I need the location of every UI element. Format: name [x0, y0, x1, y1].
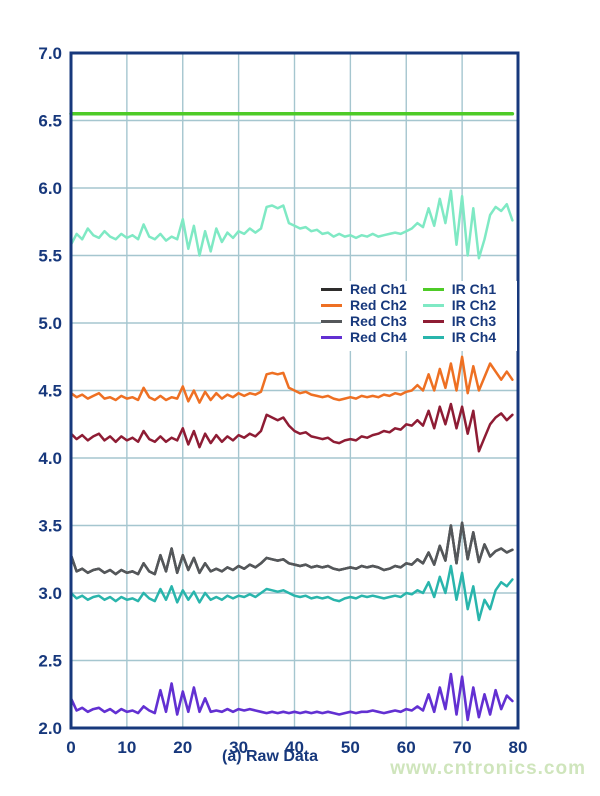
- series-red-ch2: [69, 355, 514, 404]
- y-tick-label: 2.5: [38, 652, 62, 671]
- x-tick-label: 30: [229, 738, 248, 757]
- legend-label: IR Ch3: [451, 313, 497, 329]
- y-tick-label: 5.0: [38, 314, 62, 333]
- chart-legend: Red Ch1 Red Ch2 Red Ch3 Red Ch4 IR Ch1 IR Ch2…: [321, 281, 517, 351]
- y-tick-label: 2.0: [38, 719, 62, 738]
- x-tick-label: 10: [117, 738, 136, 757]
- legend-item-red-ch1: Red Ch1: [321, 281, 407, 297]
- series-ir-ch2: [69, 189, 514, 260]
- y-tick-label: 6.0: [38, 179, 62, 198]
- legend-swatch: [422, 287, 444, 291]
- legend-item-red-ch4: Red Ch4: [321, 329, 407, 345]
- x-tick-label: 20: [173, 738, 192, 757]
- legend-label: IR Ch1: [451, 281, 497, 297]
- legend-label: Red Ch2: [350, 297, 407, 313]
- y-tick-label: 6.5: [38, 112, 62, 131]
- plot-border: [69, 51, 520, 730]
- x-tick-label: 70: [453, 738, 472, 757]
- series-red-ch4: [69, 672, 514, 722]
- legend-item-ir-ch2: IR Ch2: [422, 297, 497, 313]
- legend-label: Red Ch1: [350, 281, 407, 297]
- legend-label: IR Ch4: [451, 329, 497, 345]
- y-tick-label: 7.0: [38, 44, 62, 63]
- legend-item-red-ch3: Red Ch3: [321, 313, 407, 329]
- watermark-text: www.cntronics.com: [390, 758, 586, 779]
- y-tick-label: 5.5: [38, 247, 62, 266]
- legend-swatch: [321, 287, 342, 291]
- y-tick-label: 3.0: [38, 584, 62, 603]
- legend-item-red-ch2: Red Ch2: [321, 297, 407, 313]
- legend-swatch: [422, 335, 444, 339]
- legend-label: Red Ch4: [350, 329, 407, 345]
- x-tick-label: 50: [341, 738, 360, 757]
- legend-item-ir-ch3: IR Ch3: [422, 313, 497, 329]
- series-ir-ch3: [69, 402, 514, 453]
- legend-label: Red Ch3: [350, 313, 407, 329]
- x-tick-label: 80: [509, 738, 528, 757]
- legend-swatch: [321, 319, 342, 323]
- x-tick-label: 40: [285, 738, 304, 757]
- series-red-ch3: [69, 521, 514, 576]
- y-tick-label: 4.5: [38, 382, 62, 401]
- legend-column: IR Ch1 IR Ch2 IR Ch3 IR Ch4: [422, 281, 497, 345]
- y-tick-label: 4.0: [38, 449, 62, 468]
- legend-swatch: [321, 335, 342, 339]
- chart-caption: (a) Raw Data: [221, 748, 319, 765]
- x-tick-label: 60: [397, 738, 416, 757]
- x-tick-label: 0: [66, 738, 75, 757]
- legend-label: IR Ch2: [451, 297, 497, 313]
- legend-column: Red Ch1 Red Ch2 Red Ch3 Red Ch4: [321, 281, 407, 345]
- legend-item-ir-ch4: IR Ch4: [422, 329, 497, 345]
- legend-swatch: [422, 303, 444, 307]
- legend-swatch: [422, 319, 444, 323]
- legend-item-ir-ch1: IR Ch1: [422, 281, 497, 297]
- y-tick-label: 3.5: [38, 517, 62, 536]
- series-ir-ch4: [69, 564, 514, 622]
- legend-swatch: [321, 303, 342, 307]
